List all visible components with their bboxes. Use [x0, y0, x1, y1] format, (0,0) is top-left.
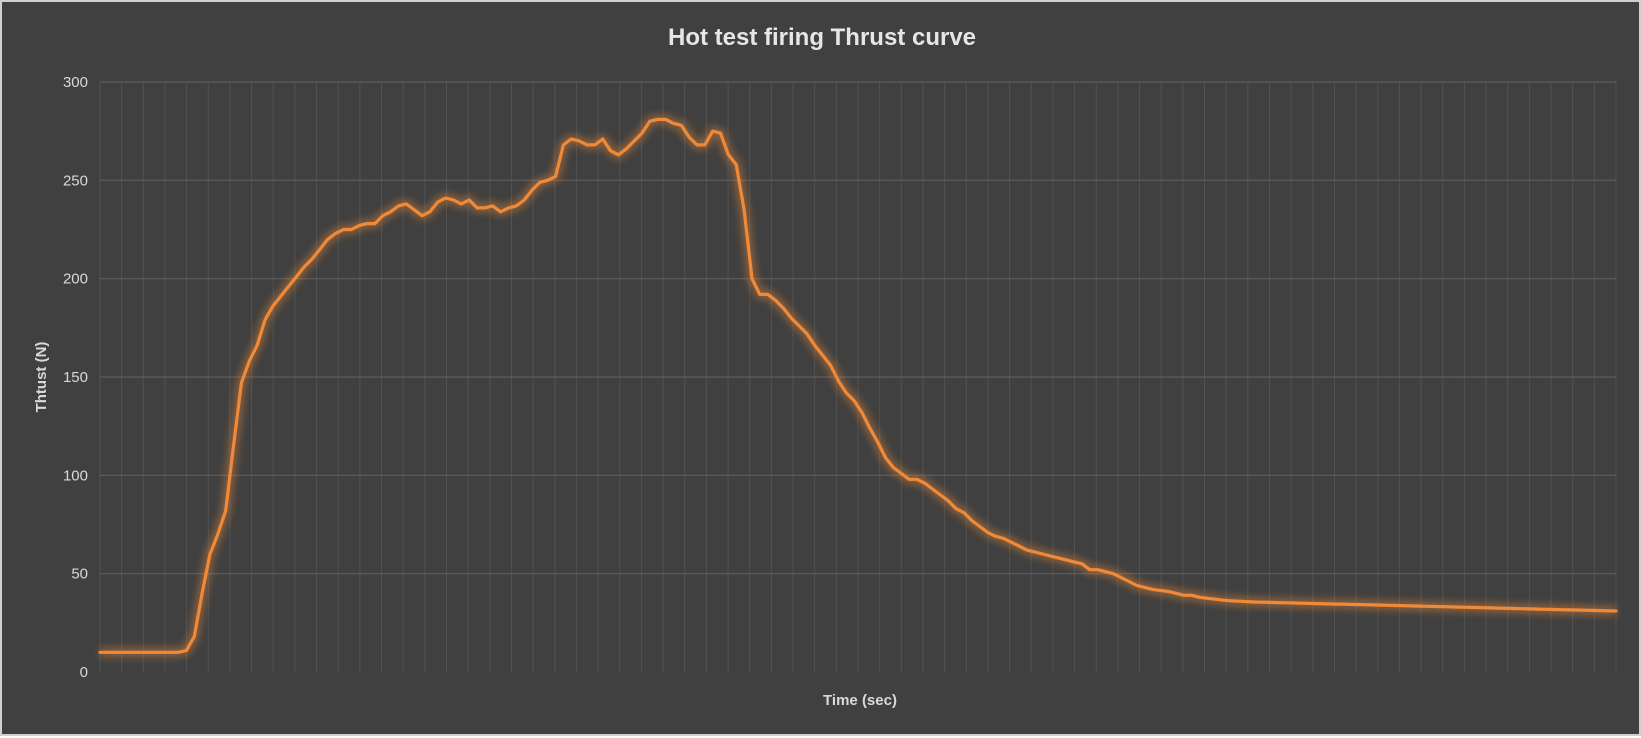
y-tick-labels: 0 50 100 150 200 250 300 — [63, 74, 88, 681]
y-tick-label: 200 — [63, 271, 88, 288]
series-line — [98, 117, 1618, 654]
y-tick-label: 150 — [63, 369, 88, 386]
y-tick-label: 100 — [63, 467, 88, 484]
y-tick-label: 50 — [71, 566, 88, 583]
grid-layer — [99, 81, 1617, 672]
y-tick-label: 250 — [63, 172, 88, 189]
y-tick-label: 0 — [80, 664, 88, 681]
y-axis-title: Thtust (N) — [33, 342, 50, 413]
x-axis-title: Time (sec) — [823, 692, 897, 709]
chart-title: Hot test firing Thrust curve — [668, 24, 976, 51]
y-tick-label: 300 — [63, 74, 88, 91]
series-layer — [98, 114, 1618, 657]
